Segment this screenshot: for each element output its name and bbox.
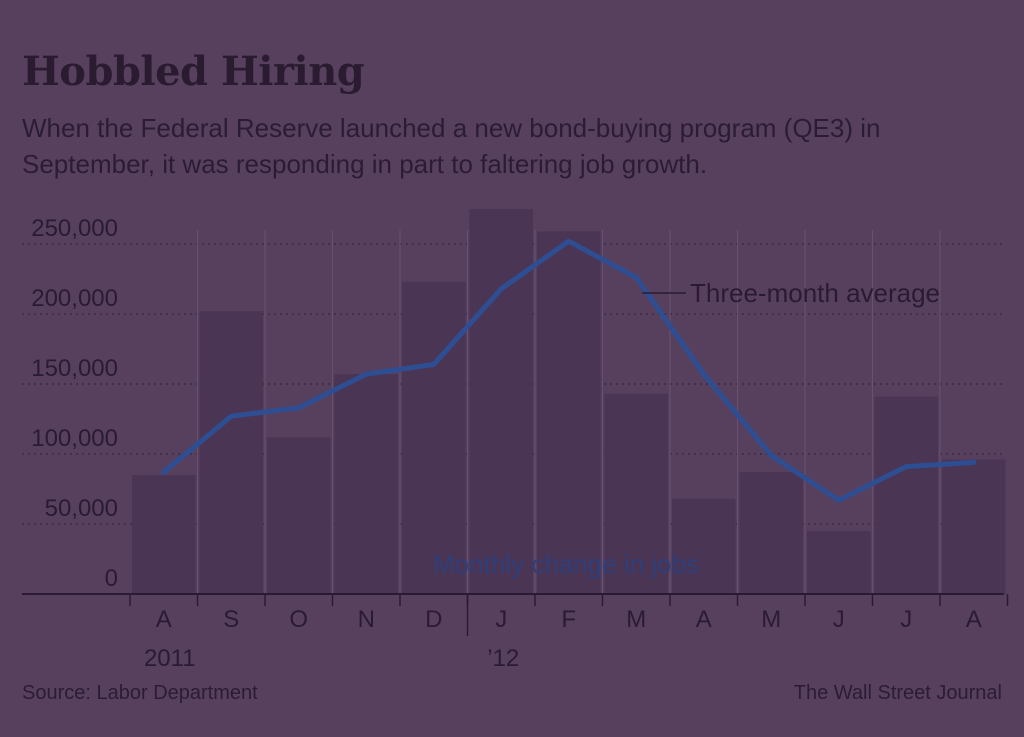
bar-10 [807, 531, 871, 594]
line-point-4 [431, 361, 437, 367]
x-tick-label-2: O [289, 606, 308, 633]
source-note: Source: Labor Department [22, 682, 258, 704]
bar-2 [267, 437, 331, 594]
bar-5 [469, 209, 533, 594]
x-tick-label-0: A [156, 606, 172, 633]
publisher-credit: The Wall Street Journal [793, 682, 1002, 704]
line-point-9 [768, 452, 774, 458]
y-tick-label-2: 100,000 [31, 425, 118, 452]
three-month-average-line [161, 238, 977, 503]
y-tick-label-3: 150,000 [31, 355, 118, 382]
year-label-1: ’12 [487, 645, 519, 672]
bar-4 [402, 281, 466, 594]
year-label-0: 2011 [144, 645, 196, 672]
x-tick-label-3: N [358, 606, 375, 633]
bar-12 [942, 459, 1006, 594]
x-tick-label-10: J [833, 606, 845, 633]
line-point-1 [228, 413, 234, 419]
y-tick-label-1: 50,000 [45, 495, 118, 522]
x-tick-label-7: M [626, 606, 646, 633]
bar-1 [199, 311, 263, 594]
line-point-6 [566, 238, 572, 244]
bar-separators [197, 230, 941, 594]
x-tick-label-6: F [561, 606, 576, 633]
x-tick-label-9: M [761, 606, 781, 633]
x-tick-label-11: J [900, 606, 912, 633]
x-tick-label-12: A [966, 606, 982, 633]
y-tick-label-5: 250,000 [31, 215, 118, 242]
annotations: Three-month average Monthly change in job… [433, 278, 940, 579]
x-tick-label-5: J [495, 606, 507, 633]
bar-series-label: Monthly change in jobs [433, 549, 699, 579]
chart-title: Hobbled Hiring [22, 48, 365, 95]
bars-monthly-change [132, 209, 1006, 594]
line-point-5 [498, 286, 504, 292]
line-point-7 [633, 275, 639, 281]
bar-3 [334, 374, 398, 594]
line-point-11 [903, 464, 909, 470]
line-point-0 [161, 469, 167, 475]
y-tick-label-4: 200,000 [31, 285, 118, 312]
x-tick-label-1: S [223, 606, 239, 633]
line-series-label: Three-month average [690, 278, 940, 308]
bar-9 [739, 472, 803, 594]
bar-0 [132, 475, 196, 594]
axis [22, 593, 1009, 636]
x-tick-label-8: A [696, 606, 712, 633]
bar-6 [537, 231, 601, 594]
x-tick-label-4: D [425, 606, 442, 633]
line-point-10 [836, 497, 842, 503]
bar-7 [604, 393, 668, 594]
y-tick-label-0: 0 [105, 565, 118, 592]
line-point-2 [296, 405, 302, 411]
bar-8 [672, 498, 736, 594]
tick-labels: 0 50,000 100,000 150,000 200,000 250,000 A S O N D… [31, 215, 982, 672]
line-point-12 [971, 459, 977, 465]
line-point-8 [701, 371, 707, 377]
chart-subtitle: When the Federal Reserve launched a new … [22, 113, 881, 179]
bar-11 [874, 396, 938, 594]
line-point-3 [363, 371, 369, 377]
